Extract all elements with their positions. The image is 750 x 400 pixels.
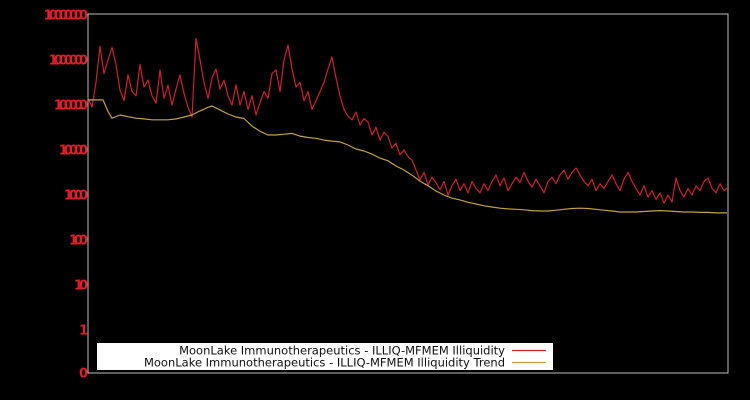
plot-border <box>87 13 729 374</box>
illiquidity-line <box>87 37 728 204</box>
y-tick-label: 100000 <box>54 99 88 114</box>
legend-label-illiquidity: MoonLake Immunotherapeutics - ILLIQ-MFME… <box>179 344 505 358</box>
y-tick-label: 1000 <box>64 189 88 204</box>
y-tick-label: 1000000 <box>49 54 88 69</box>
illiquidity-trend-line <box>88 99 727 214</box>
series-lines <box>87 37 728 214</box>
y-tick-label: 0 <box>79 367 88 382</box>
y-tick-label: 1 <box>79 324 88 339</box>
y-tick-label: 10 <box>74 279 88 294</box>
legend: MoonLake Immunotherapeutics - ILLIQ-MFME… <box>97 343 553 370</box>
y-tick-label: 10000000 <box>44 9 88 24</box>
legend-label-illiquidity-trend: MoonLake Immunotherapeutics - ILLIQ-MFME… <box>144 356 505 370</box>
y-tick-label: 100 <box>69 234 88 249</box>
y-tick-label: 10000 <box>59 144 88 159</box>
legend-box <box>97 343 553 370</box>
